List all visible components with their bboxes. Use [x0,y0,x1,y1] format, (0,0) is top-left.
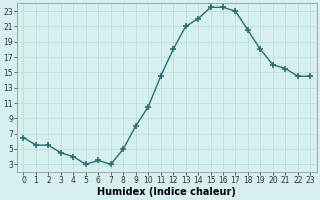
X-axis label: Humidex (Indice chaleur): Humidex (Indice chaleur) [98,187,236,197]
